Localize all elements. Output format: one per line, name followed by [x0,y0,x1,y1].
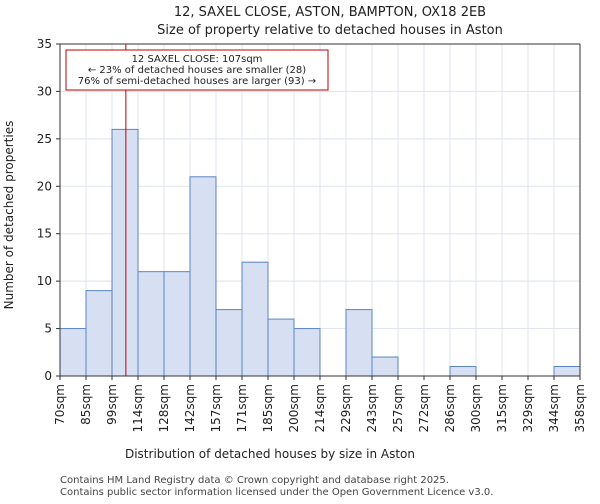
property-marker: 12 SAXEL CLOSE: 107sqm← 23% of detached … [65,44,329,376]
y-tick-label: 25 [37,132,52,146]
x-tick-label: 128sqm [157,384,171,432]
x-tick-label: 171sqm [235,384,249,432]
y-tick-labels: 0 5 10 15 20 25 30 35 [37,37,60,383]
y-tick-label: 10 [37,274,52,288]
x-tick-label: 214sqm [313,384,327,432]
histogram-bar [163,271,191,377]
histogram-bar [137,271,165,377]
histogram-bar [553,366,581,377]
x-tick-labels: 70sqm 85sqm 99sqm 114sqm 128sqm 142sqm 157sqm 1… [53,376,587,432]
histogram-bar [241,261,269,377]
x-tick-label: 70sqm [53,384,67,425]
x-tick-label: 286sqm [443,384,457,432]
y-axis-label: Number of detached properties [2,121,16,310]
x-tick-label: 185sqm [261,384,275,432]
histogram-bar [215,309,243,377]
x-tick-label: 272sqm [417,384,431,432]
y-tick-label: 20 [37,179,52,193]
y-tick-label: 0 [44,369,52,383]
y-tick-label: 30 [37,84,52,98]
y-tick-label: 5 [44,322,52,336]
annotation-box [65,49,329,91]
x-tick-label: 114sqm [131,384,145,432]
x-tick-label: 200sqm [287,384,301,432]
histogram-bar [293,328,321,377]
y-tick-label: 15 [37,227,52,241]
histogram-bar [449,366,477,377]
annotation-line: ← 23% of detached houses are smaller (28… [88,65,306,76]
histogram-bar [189,176,217,377]
histogram-bar [59,328,87,377]
footer-line-1: Contains HM Land Registry data © Crown c… [60,475,449,486]
x-tick-label: 257sqm [391,384,405,432]
chart-title: 12, SAXEL CLOSE, ASTON, BAMPTON, OX18 2E… [174,5,486,20]
x-tick-label: 85sqm [79,384,93,425]
annotation-line: 12 SAXEL CLOSE: 107sqm [132,54,263,65]
histogram-bar [85,290,113,377]
histogram-bar [371,356,399,377]
x-tick-label: 315sqm [495,384,509,432]
x-tick-label: 157sqm [209,384,223,432]
chart-subtitle: Size of property relative to detached ho… [157,23,503,38]
x-tick-label: 142sqm [183,384,197,432]
x-axis-label: Distribution of detached houses by size … [125,447,415,461]
x-tick-label: 329sqm [521,384,535,432]
histogram-bar [345,309,373,377]
annotation-line: 76% of semi-detached houses are larger (… [78,76,316,87]
bars [59,128,581,377]
x-tick-label: 344sqm [547,384,561,432]
x-tick-label: 243sqm [365,384,379,432]
x-tick-label: 300sqm [469,384,483,432]
x-tick-label: 229sqm [339,384,353,432]
x-tick-label: 358sqm [573,384,587,432]
histogram-bar [267,318,295,377]
histogram-bar [111,128,139,377]
footer-line-2: Contains public sector information licen… [60,487,493,498]
y-tick-label: 35 [37,37,52,51]
x-tick-label: 99sqm [105,384,119,425]
